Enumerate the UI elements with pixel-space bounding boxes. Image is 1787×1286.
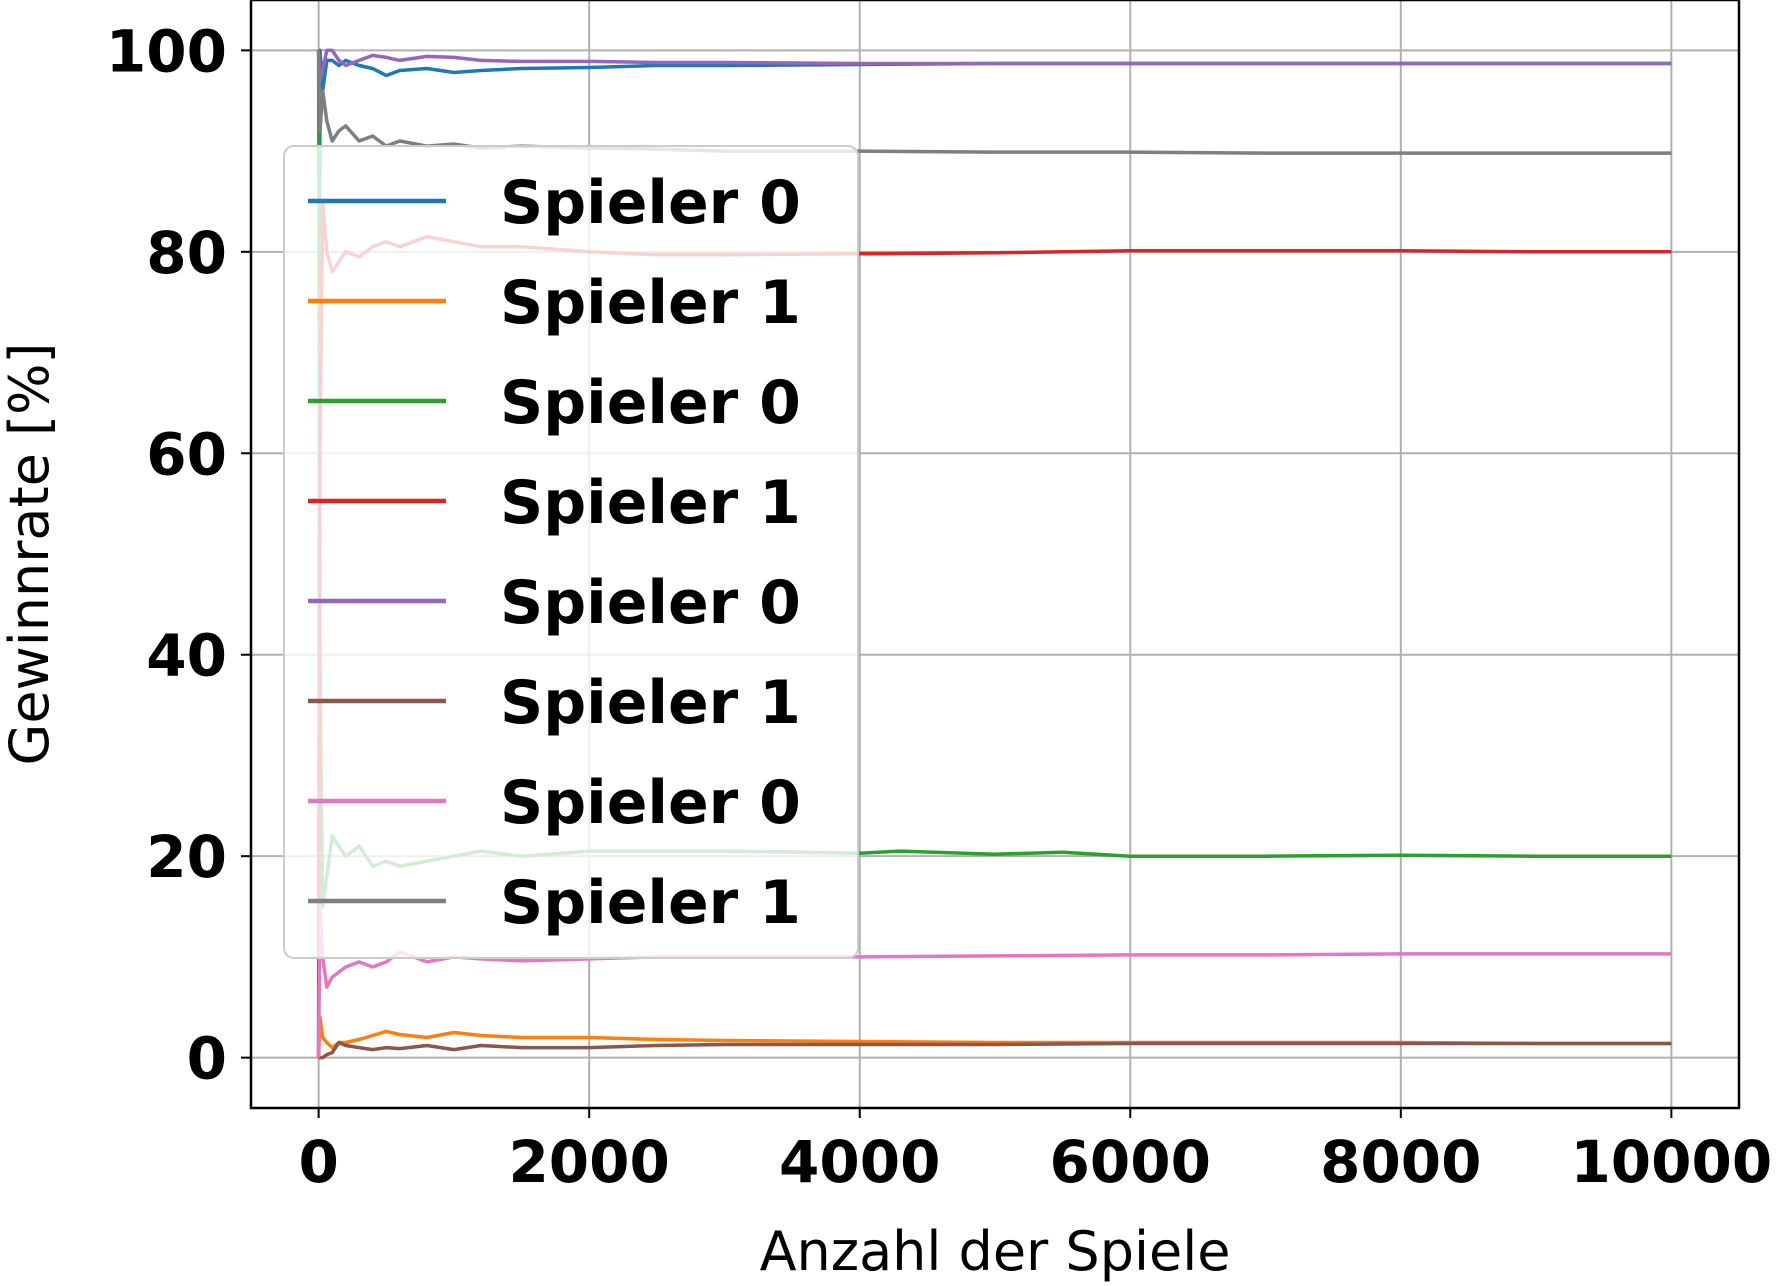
legend-label: Spieler 1 xyxy=(500,868,801,938)
y-tick-label: 80 xyxy=(146,219,227,287)
x-axis-label: Anzahl der Spiele xyxy=(760,1220,1231,1283)
legend-label: Spieler 0 xyxy=(500,168,801,238)
legend-label: Spieler 0 xyxy=(500,768,801,838)
legend-label: Spieler 1 xyxy=(500,268,801,338)
series-lines xyxy=(316,48,1672,1060)
series-line-4 xyxy=(316,48,1672,83)
x-tick-label: 4000 xyxy=(779,1128,940,1196)
series-line-5 xyxy=(318,1040,1672,1060)
legend-label: Spieler 0 xyxy=(500,368,801,438)
plot-frame xyxy=(249,0,1741,1110)
x-tick-label: 2000 xyxy=(508,1128,669,1196)
legend-label: Spieler 0 xyxy=(500,568,801,638)
x-tick-label: 8000 xyxy=(1320,1128,1481,1196)
x-tick-label: 10000 xyxy=(1570,1128,1772,1196)
x-tick-label: 6000 xyxy=(1050,1128,1211,1196)
y-tick-label: 40 xyxy=(146,622,227,690)
series-line-7 xyxy=(316,50,1672,155)
x-tick-label: 0 xyxy=(298,1128,338,1196)
legend-label: Spieler 1 xyxy=(500,468,801,538)
legend: Spieler 0 Spieler 1 Spieler 0 Spieler 1 Spie… xyxy=(283,145,859,959)
y-tick-label: 60 xyxy=(146,420,227,488)
legend-label: Spieler 1 xyxy=(500,668,801,738)
y-axis: 0 20 40 60 80 100 xyxy=(106,17,251,1093)
y-axis-label: Gewinnrate [%] xyxy=(0,343,61,766)
y-tick-label: 0 xyxy=(187,1025,227,1093)
x-axis: 0 2000 4000 6000 8000 10000 xyxy=(298,1108,1772,1196)
y-tick-label: 100 xyxy=(106,17,227,85)
legend-box xyxy=(283,145,859,959)
y-tick-label: 20 xyxy=(146,823,227,891)
